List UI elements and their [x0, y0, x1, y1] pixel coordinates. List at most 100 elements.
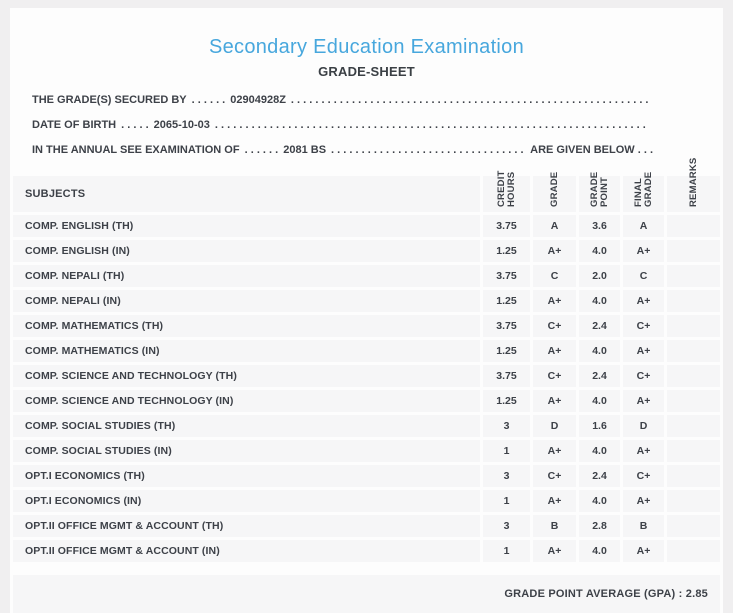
- cell-credit-hours: 3.75: [483, 215, 530, 237]
- cell-grade-point: 2.4: [579, 365, 620, 387]
- cell-grade-point: 4.0: [579, 390, 620, 412]
- rotated-header-label: CREDIT HOURS: [495, 170, 517, 207]
- info-line-examination-year: IN THE ANNUAL SEE EXAMINATION OF . . . .…: [32, 144, 653, 169]
- cell-grade-point: 4.0: [579, 240, 620, 262]
- cell-final-grade: A+: [623, 390, 664, 412]
- cell-grade: A+: [533, 340, 576, 362]
- cell-final-grade: A+: [623, 240, 664, 262]
- cell-final-grade: B: [623, 515, 664, 537]
- table-row: COMP. MATHEMATICS (TH) 3.75 C+ 2.4 C+: [13, 315, 720, 337]
- grade-sheet-panel: Secondary Education Examination GRADE-SH…: [10, 8, 723, 613]
- cell-credit-hours: 3.75: [483, 365, 530, 387]
- cell-final-grade: C+: [623, 465, 664, 487]
- cell-remarks: [667, 215, 720, 237]
- cell-credit-hours: 1: [483, 490, 530, 512]
- gpa-text: GRADE POINT AVERAGE (GPA) : 2.85: [504, 588, 708, 600]
- table-row: COMP. SCIENCE AND TECHNOLOGY (IN) 1.25 A+ 4…: [13, 390, 720, 412]
- dotted-leader: . . . . . .: [191, 94, 226, 106]
- cell-subject: COMP. SOCIAL STUDIES (TH): [13, 415, 480, 437]
- cell-final-grade: A+: [623, 290, 664, 312]
- cell-subject: COMP. MATHEMATICS (IN): [13, 340, 480, 362]
- cell-grade-point: 4.0: [579, 490, 620, 512]
- cell-remarks: [667, 440, 720, 462]
- rotated-header-label: GRADE POINT: [588, 171, 610, 207]
- info-label: IN THE ANNUAL SEE EXAMINATION OF: [32, 144, 240, 156]
- cell-subject: COMP. ENGLISH (IN): [13, 240, 480, 262]
- table-row: OPT.I ECONOMICS (TH) 3 C+ 2.4 C+: [13, 465, 720, 487]
- cell-grade-point: 4.0: [579, 540, 620, 562]
- table-row: COMP. SCIENCE AND TECHNOLOGY (TH) 3.75 C+ 2…: [13, 365, 720, 387]
- info-line-grades-secured-by: THE GRADE(S) SECURED BY . . . . . . 0290…: [32, 94, 653, 119]
- cell-grade-point: 1.6: [579, 415, 620, 437]
- dotted-leader: . . . . . . . . . . . . . . . . . . . . …: [214, 119, 648, 131]
- cell-credit-hours: 1: [483, 540, 530, 562]
- table-row: COMP. NEPALI (IN) 1.25 A+ 4.0 A+: [13, 290, 720, 312]
- page-title: Secondary Education Examination: [208, 36, 525, 58]
- candidate-info: THE GRADE(S) SECURED BY . . . . . . 0290…: [32, 94, 653, 169]
- cell-subject: OPT.I ECONOMICS (IN): [13, 490, 480, 512]
- cell-credit-hours: 1.25: [483, 390, 530, 412]
- table-row: OPT.II OFFICE MGMT & ACCOUNT (IN) 1 A+ 4.0 A…: [13, 540, 720, 562]
- cell-final-grade: A: [623, 215, 664, 237]
- table-row: COMP. SOCIAL STUDIES (IN) 1 A+ 4.0 A+: [13, 440, 720, 462]
- info-suffix: ARE GIVEN BELOW . . .: [530, 144, 653, 156]
- table-row: OPT.I ECONOMICS (IN) 1 A+ 4.0 A+: [13, 490, 720, 512]
- dotted-leader: . . . . . .: [244, 144, 279, 156]
- cell-credit-hours: 3.75: [483, 265, 530, 287]
- table-row: COMP. ENGLISH (TH) 3.75 A 3.6 A: [13, 215, 720, 237]
- cell-final-grade: D: [623, 415, 664, 437]
- cell-grade: A+: [533, 240, 576, 262]
- column-header-final-grade: FINAL GRADE: [623, 172, 664, 212]
- cell-remarks: [667, 265, 720, 287]
- cell-remarks: [667, 290, 720, 312]
- cell-grade-point: 4.0: [579, 440, 620, 462]
- cell-credit-hours: 3: [483, 465, 530, 487]
- cell-grade: A+: [533, 490, 576, 512]
- cell-credit-hours: 1.25: [483, 340, 530, 362]
- cell-grade: A+: [533, 390, 576, 412]
- grades-table: SUBJECTS CREDIT HOURS GRADE GRADE POINT …: [10, 158, 723, 565]
- cell-grade-point: 2.4: [579, 465, 620, 487]
- cell-subject: OPT.I ECONOMICS (TH): [13, 465, 480, 487]
- date-of-birth-value: 2065-10-03: [153, 119, 210, 131]
- cell-credit-hours: 3.75: [483, 315, 530, 337]
- cell-subject: OPT.II OFFICE MGMT & ACCOUNT (IN): [13, 540, 480, 562]
- table-row: OPT.II OFFICE MGMT & ACCOUNT (TH) 3 B 2.8 B: [13, 515, 720, 537]
- cell-final-grade: C+: [623, 315, 664, 337]
- column-header-remarks: REMARKS: [667, 158, 720, 212]
- cell-subject: COMP. NEPALI (IN): [13, 290, 480, 312]
- cell-grade: A+: [533, 540, 576, 562]
- cell-subject: COMP. SCIENCE AND TECHNOLOGY (IN): [13, 390, 480, 412]
- cell-remarks: [667, 365, 720, 387]
- cell-grade: C+: [533, 465, 576, 487]
- cell-subject: OPT.II OFFICE MGMT & ACCOUNT (TH): [13, 515, 480, 537]
- cell-final-grade: C+: [623, 365, 664, 387]
- cell-remarks: [667, 540, 720, 562]
- cell-subject: COMP. SCIENCE AND TECHNOLOGY (TH): [13, 365, 480, 387]
- cell-remarks: [667, 465, 720, 487]
- examination-year-value: 2081 BS: [283, 144, 327, 156]
- cell-grade: A: [533, 215, 576, 237]
- cell-final-grade: A+: [623, 440, 664, 462]
- cell-remarks: [667, 490, 720, 512]
- column-header-grade: GRADE: [533, 172, 576, 212]
- cell-subject: COMP. SOCIAL STUDIES (IN): [13, 440, 480, 462]
- table-header-row: SUBJECTS CREDIT HOURS GRADE GRADE POINT …: [13, 158, 720, 212]
- cell-credit-hours: 1.25: [483, 290, 530, 312]
- cell-final-grade: A+: [623, 340, 664, 362]
- dotted-leader: . . . . . . . . . . . . . . . . . . . . …: [331, 144, 525, 156]
- cell-credit-hours: 1: [483, 440, 530, 462]
- gpa-summary-bar: GRADE POINT AVERAGE (GPA) : 2.85: [13, 575, 720, 613]
- cell-grade-point: 2.0: [579, 265, 620, 287]
- cell-grade: C+: [533, 315, 576, 337]
- cell-subject: COMP. MATHEMATICS (TH): [13, 315, 480, 337]
- cell-grade-point: 2.4: [579, 315, 620, 337]
- rotated-header-label: FINAL GRADE: [632, 171, 654, 207]
- cell-grade: A+: [533, 290, 576, 312]
- cell-remarks: [667, 340, 720, 362]
- dotted-leader: . . . . . . . . . . . . . . . . . . . . …: [290, 94, 648, 106]
- cell-grade: D: [533, 415, 576, 437]
- cell-grade-point: 4.0: [579, 340, 620, 362]
- cell-remarks: [667, 240, 720, 262]
- column-header-subjects: SUBJECTS: [13, 176, 480, 212]
